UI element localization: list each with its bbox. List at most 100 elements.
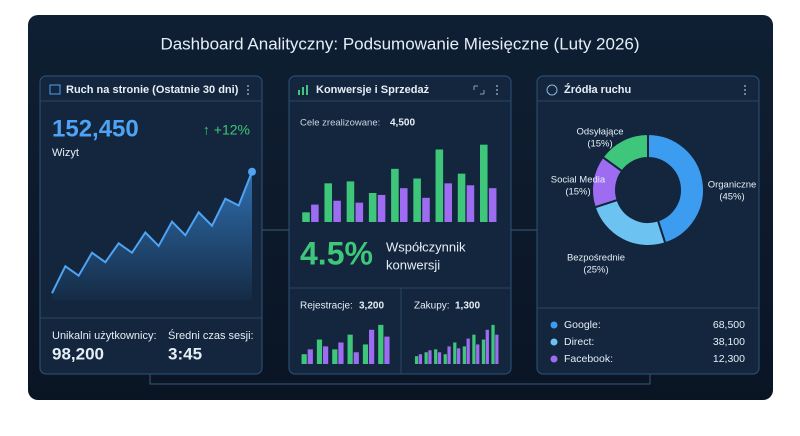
- connector: [149, 229, 651, 385]
- bar: [422, 197, 430, 222]
- menu-icon[interactable]: [247, 85, 249, 95]
- legend-dot: [550, 338, 558, 346]
- icon: [49, 84, 61, 95]
- rate-label: Współczynnik: [386, 239, 466, 254]
- bar: [368, 193, 377, 222]
- bar: [476, 344, 480, 364]
- bar: [347, 334, 353, 364]
- bar: [495, 334, 499, 364]
- bar: [378, 324, 384, 364]
- bar: [485, 329, 489, 364]
- bar: [369, 329, 375, 364]
- bar: [333, 200, 341, 222]
- legend-dot: [550, 355, 558, 363]
- bar: [338, 342, 344, 364]
- bar: [413, 178, 421, 222]
- legend-value: 68,500: [713, 319, 745, 331]
- bar: [307, 349, 313, 364]
- menu-icon[interactable]: [496, 85, 498, 95]
- sub-value: 3,200: [359, 301, 384, 312]
- slice-value-label: (15%): [587, 139, 612, 150]
- bar: [472, 334, 476, 364]
- icon: [298, 85, 308, 95]
- icon: [546, 84, 558, 96]
- donut-slice: [601, 132, 649, 173]
- bar: [466, 185, 475, 222]
- rate: 4.5%: [300, 235, 373, 271]
- bar: [418, 354, 423, 364]
- bar: [323, 346, 329, 364]
- bar: [437, 352, 442, 364]
- slice-label: Organiczne: [708, 180, 757, 191]
- bar: [353, 352, 359, 364]
- bar: [362, 344, 369, 364]
- bar: [400, 188, 408, 222]
- bar: [462, 346, 466, 364]
- bar: [424, 352, 428, 364]
- legend-label: Facebook:: [564, 353, 613, 365]
- stat-value: 3:45: [168, 344, 202, 363]
- bar: [355, 202, 364, 222]
- slice-value-label: (45%): [719, 192, 744, 203]
- rate-label: konwersji: [386, 257, 440, 272]
- bar: [491, 324, 495, 364]
- legend-dot: [550, 321, 558, 329]
- sub-label: Zakupy:: [414, 301, 450, 312]
- card-title: Ruch na stronie (Ostatnie 30 dni): [66, 84, 239, 96]
- legend-label: Google:: [564, 319, 601, 331]
- bar: [316, 339, 323, 364]
- change: ↑ +12%: [203, 122, 250, 138]
- stat-label: Unikalni użytkownicy:: [52, 330, 157, 342]
- slice-value-label: (15%): [565, 187, 590, 198]
- goals-value: 4,500: [390, 118, 415, 129]
- card: [288, 75, 512, 375]
- metric-label: Wizyt: [52, 147, 79, 159]
- bar: [414, 356, 419, 364]
- slice-label: Bezpośrednie: [567, 253, 625, 264]
- bar: [428, 350, 432, 364]
- bar: [434, 349, 438, 364]
- goals-label: Cele zrealizowane:: [300, 118, 380, 129]
- title: Dashboard Analityczny: Podsumowanie Mies…: [160, 34, 639, 53]
- bar: [488, 188, 497, 222]
- slice-value-label: (25%): [583, 265, 608, 276]
- bar: [311, 204, 319, 222]
- metric: 152,450: [52, 115, 139, 142]
- slice-label: Odsyłające: [577, 127, 624, 138]
- bar: [302, 212, 310, 222]
- bar: [332, 349, 338, 364]
- stat-label: Średni czas sesji:: [168, 329, 254, 342]
- bar: [480, 144, 488, 222]
- bar: [453, 342, 457, 364]
- legend-value: 12,300: [713, 353, 745, 365]
- line: [51, 171, 253, 294]
- bar: [457, 348, 461, 364]
- legend-label: Direct:: [564, 336, 594, 348]
- card-title: Źródła ruchu: [564, 83, 631, 96]
- slice-label: Social Media: [551, 175, 606, 186]
- bar: [466, 338, 470, 364]
- bar: [447, 346, 451, 364]
- card-title: Konwersje i Sprzedaż: [316, 84, 430, 96]
- menu-icon[interactable]: [744, 85, 746, 95]
- bar: [384, 336, 390, 364]
- legend-value: 38,100: [713, 336, 745, 348]
- bar: [435, 149, 444, 222]
- bar: [391, 168, 399, 222]
- sub-label: Rejestracje:: [300, 301, 353, 312]
- expand-icon[interactable]: [473, 85, 485, 95]
- donut-slice: [647, 132, 705, 245]
- bar: [457, 173, 466, 222]
- bar: [346, 181, 355, 222]
- area: [52, 171, 252, 300]
- bar: [324, 183, 332, 222]
- bar: [443, 354, 447, 364]
- bar: [481, 339, 486, 364]
- bar: [377, 194, 386, 222]
- bar: [444, 183, 452, 222]
- sub-value: 1,300: [455, 301, 480, 312]
- bar: [301, 354, 307, 364]
- end-point: [248, 167, 256, 176]
- stat-value: 98,200: [52, 344, 104, 363]
